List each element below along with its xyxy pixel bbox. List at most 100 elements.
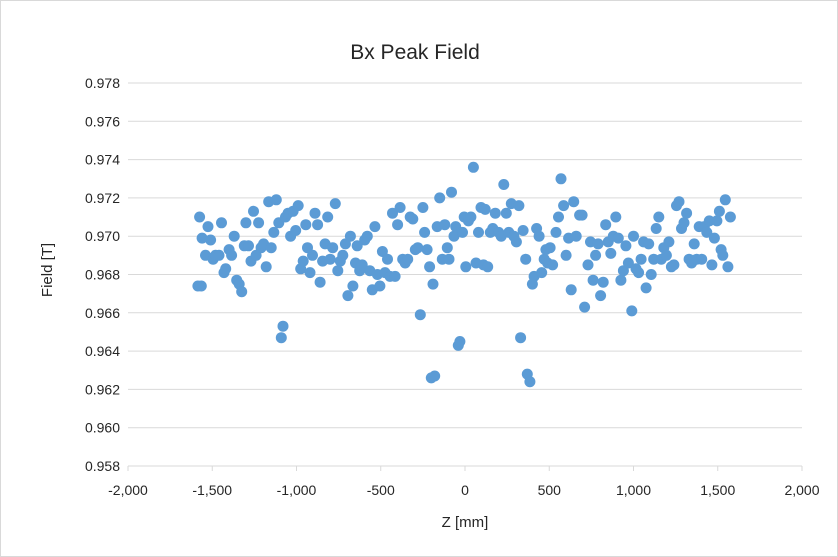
- data-point: [648, 253, 660, 265]
- data-point: [510, 236, 522, 248]
- data-point: [290, 225, 302, 236]
- data-point: [592, 238, 604, 250]
- data-point: [708, 232, 720, 244]
- data-point: [579, 301, 591, 313]
- data-point: [412, 242, 424, 254]
- data-point: [590, 249, 602, 261]
- data-point: [307, 249, 318, 261]
- x-axis-tick-marks: [127, 466, 803, 471]
- data-point: [706, 259, 718, 271]
- x-tick-label: -2,000: [108, 482, 148, 498]
- data-point: [394, 202, 406, 213]
- data-point: [517, 225, 529, 236]
- y-tick-label: 0.958: [85, 458, 120, 474]
- data-point: [688, 238, 700, 250]
- data-point: [719, 194, 731, 206]
- data-point: [467, 161, 479, 173]
- data-point: [587, 274, 599, 286]
- data-point: [622, 257, 634, 269]
- data-point: [382, 253, 393, 265]
- data-point: [558, 200, 570, 212]
- y-tick-label: 0.970: [85, 228, 120, 244]
- data-point: [389, 270, 401, 282]
- data-point: [515, 332, 527, 344]
- data-point: [722, 261, 734, 273]
- data-point: [196, 232, 208, 244]
- y-axis-tick-labels: 0.958 0.960 0.962 0.964 0.966 0.968 0.970 0.972…: [85, 75, 120, 474]
- data-point: [524, 376, 536, 388]
- data-point: [696, 253, 708, 265]
- x-tick-label: -1,000: [277, 482, 317, 498]
- data-point: [300, 219, 312, 231]
- data-point: [329, 198, 341, 210]
- data-point: [544, 242, 556, 254]
- x-tick-label: 2,000: [784, 482, 819, 498]
- data-point: [402, 253, 414, 265]
- chart-title: Bx Peak Field: [350, 41, 480, 64]
- data-point: [275, 332, 287, 344]
- data-point: [482, 261, 494, 273]
- data-point: [429, 370, 441, 382]
- data-point: [713, 205, 725, 217]
- data-point: [643, 238, 655, 250]
- data-point: [240, 217, 252, 229]
- x-axis-tick-labels: -2,000 -1,500 -1,000 -500 0 500 1,000 1,500 2,00…: [108, 482, 820, 498]
- y-tick-label: 0.962: [85, 381, 120, 397]
- data-point: [703, 215, 715, 227]
- data-point: [635, 253, 647, 265]
- x-tick-label: 0: [461, 482, 469, 498]
- data-point: [633, 267, 645, 279]
- data-point: [356, 259, 368, 271]
- y-tick-label: 0.966: [85, 305, 120, 321]
- data-point: [454, 336, 466, 347]
- data-point: [202, 221, 214, 233]
- data-point: [277, 320, 289, 332]
- data-point: [417, 202, 429, 213]
- x-axis-title: Z [mm]: [442, 514, 489, 531]
- data-point: [479, 203, 491, 215]
- data-point: [645, 269, 657, 280]
- data-point: [309, 207, 321, 219]
- data-point: [595, 290, 607, 302]
- data-point: [361, 230, 373, 242]
- data-point: [576, 209, 588, 221]
- data-point: [570, 230, 582, 242]
- data-point: [236, 286, 248, 298]
- data-point: [640, 282, 652, 294]
- gridlines: [128, 82, 802, 429]
- data-point: [600, 219, 612, 231]
- data-point: [314, 276, 326, 288]
- data-point: [536, 267, 548, 279]
- data-point: [332, 265, 344, 277]
- data-point: [668, 259, 680, 271]
- data-point: [724, 211, 736, 223]
- data-point: [322, 211, 334, 223]
- data-point: [620, 240, 632, 252]
- data-point: [337, 249, 349, 261]
- data-point: [270, 194, 282, 206]
- data-point: [195, 280, 207, 292]
- data-point: [626, 305, 638, 317]
- data-point: [392, 219, 404, 231]
- data-point: [547, 259, 559, 271]
- data-point: [457, 226, 468, 238]
- y-tick-label: 0.968: [85, 267, 120, 283]
- data-point: [324, 253, 336, 265]
- data-point: [407, 213, 419, 225]
- data-point: [194, 211, 206, 223]
- y-tick-label: 0.972: [85, 190, 120, 206]
- data-point: [351, 240, 363, 252]
- y-axis-title: Field [T]: [39, 243, 56, 297]
- data-point: [260, 261, 272, 273]
- data-point: [213, 249, 225, 261]
- data-point: [344, 230, 356, 242]
- data-point: [555, 173, 567, 185]
- data-point: [513, 200, 525, 212]
- data-point: [369, 221, 381, 233]
- data-point: [717, 249, 729, 261]
- data-point: [419, 226, 431, 238]
- y-tick-label: 0.976: [85, 113, 120, 129]
- x-tick-label: -500: [367, 482, 395, 498]
- data-point: [421, 244, 433, 256]
